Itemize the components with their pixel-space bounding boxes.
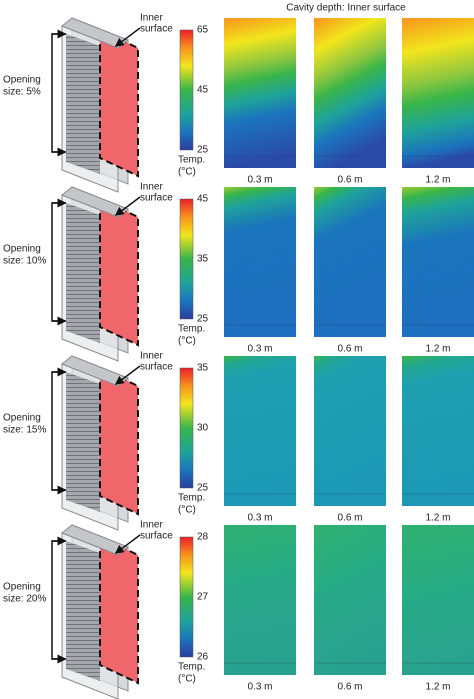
contour-panel [402,356,474,506]
surface-label: surface [140,531,173,542]
opening-label: Opening [3,582,41,593]
colorbar-label: (°C) [178,674,196,685]
contour-panel [314,356,386,506]
opening-label: size: 20% [3,594,46,605]
contour-panel [224,525,296,675]
colorbar-tick-label: 45 [197,194,209,205]
colorbar-tick-label: 26 [197,652,209,663]
building-illustration [52,525,140,699]
building-illustration [52,18,140,192]
opening-label: size: 10% [3,256,46,267]
contour-panel [402,18,474,168]
colorbar-tick-label: 25 [197,314,209,325]
colorbar [179,536,194,658]
opening-label: Opening [3,413,41,424]
contour-panel [224,356,296,506]
colorbar-label: Temp. [178,324,205,335]
column-label: 0.6 m [337,682,362,693]
colorbar-tick-label: 27 [197,592,209,603]
contour-panel [314,525,386,675]
surface-label: Inner [140,351,163,362]
contour-panel [224,18,296,168]
column-label: 1.2 m [425,344,450,355]
colorbar-tick-label: 28 [197,532,209,543]
colorbar-tick-label: 30 [197,423,209,434]
colorbar-tick-label: 65 [197,25,209,36]
column-label: 1.2 m [425,175,450,186]
colorbar-tick-label: 25 [197,145,209,156]
contour-panel [314,18,386,168]
contour-panel [224,187,296,337]
opening-label: Opening [3,75,41,86]
colorbar-label: (°C) [178,505,196,516]
colorbar [179,29,194,151]
column-label: 0.6 m [337,344,362,355]
colorbar-tick-label: 35 [197,363,209,374]
column-label: 0.6 m [337,513,362,524]
colorbar-tick-label: 45 [197,85,209,96]
surface-label: surface [140,362,173,373]
colorbar-label: (°C) [178,336,196,347]
column-label: 1.2 m [425,682,450,693]
opening-label: size: 5% [3,87,41,98]
colorbar-tick-label: 25 [197,483,209,494]
colorbar-tick-label: 35 [197,254,209,265]
surface-label: surface [140,193,173,204]
column-label: 0.3 m [247,513,272,524]
colorbar-label: Temp. [178,662,205,673]
opening-label: size: 15% [3,425,46,436]
colorbar [179,198,194,320]
column-label: 1.2 m [425,513,450,524]
column-label: 0.3 m [247,682,272,693]
colorbar-label: Temp. [178,493,205,504]
column-label: 0.6 m [337,175,362,186]
figure-title: Cavity depth: Inner surface [286,3,406,14]
column-label: 0.3 m [247,175,272,186]
building-illustration [52,356,140,530]
colorbar-label: Temp. [178,155,205,166]
building-illustration [52,187,140,361]
contour-panel [402,525,474,675]
column-label: 0.3 m [247,344,272,355]
surface-label: Inner [140,13,163,24]
surface-label: Inner [140,520,163,531]
contour-panel [402,187,474,337]
colorbar [179,367,194,489]
colorbar-label: (°C) [178,167,196,178]
surface-label: Inner [140,182,163,193]
contour-panel [314,187,386,337]
surface-label: surface [140,24,173,35]
opening-label: Opening [3,244,41,255]
